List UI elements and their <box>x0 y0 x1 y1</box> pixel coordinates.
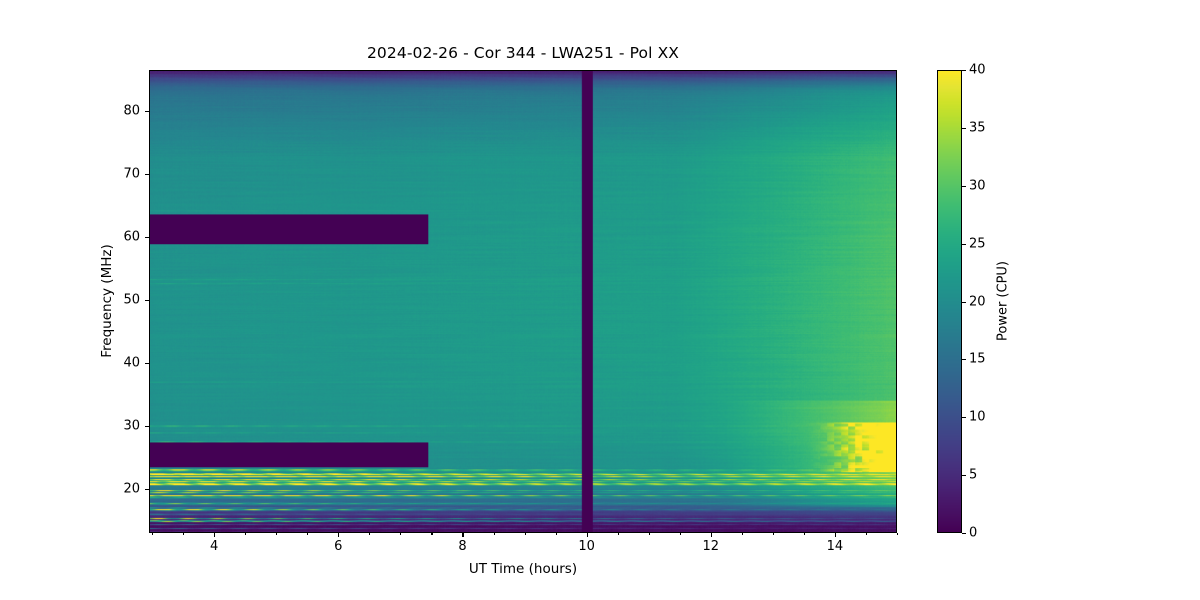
spectrogram-axes[interactable] <box>149 70 897 533</box>
y-tick-mark <box>145 299 149 302</box>
y-axis-label: Frequency (MHz) <box>99 244 115 358</box>
y-tick-mark <box>145 425 149 427</box>
x-tick-mark <box>710 533 712 537</box>
y-tick-label: 50 <box>123 292 140 308</box>
colorbar-tick-mark <box>962 533 966 535</box>
x-minor-tick-mark <box>803 533 805 536</box>
x-minor-tick-mark <box>555 533 557 536</box>
x-tick-label: 12 <box>702 539 720 554</box>
x-minor-tick-mark <box>648 533 650 536</box>
colorbar-tick-mark <box>962 417 966 419</box>
y-tick-mark <box>145 236 149 239</box>
colorbar-tick-mark <box>962 70 966 72</box>
x-minor-tick-mark <box>524 533 526 536</box>
x-minor-tick-mark <box>245 533 247 536</box>
x-minor-tick-mark <box>431 533 433 536</box>
colorbar-tick-label: 0 <box>969 525 978 541</box>
colorbar-tick-mark <box>962 243 966 245</box>
x-minor-tick-mark <box>772 533 774 536</box>
x-tick-label: 8 <box>458 539 467 554</box>
x-tick-mark <box>462 533 464 537</box>
x-minor-tick-mark <box>152 533 154 536</box>
y-tick-mark <box>145 362 149 364</box>
colorbar-tick-label: 25 <box>969 236 986 252</box>
colorbar-tick-mark <box>962 127 966 129</box>
x-minor-tick-mark <box>369 533 371 536</box>
colorbar-tick-label: 20 <box>969 294 986 309</box>
y-tick-label: 40 <box>123 355 140 371</box>
colorbar-tick-label: 15 <box>969 351 986 367</box>
y-tick-mark <box>145 173 149 176</box>
x-tick-label: 14 <box>826 539 844 554</box>
x-tick-label: 10 <box>578 539 595 554</box>
x-tick-label: 6 <box>334 539 343 554</box>
y-tick-label: 60 <box>123 229 140 245</box>
x-minor-tick-mark <box>276 533 278 536</box>
x-tick-mark <box>586 533 588 537</box>
spectrogram-heatmap <box>150 71 896 532</box>
colorbar-tick-mark <box>962 301 966 303</box>
y-tick-mark <box>145 110 149 113</box>
y-tick-label: 80 <box>123 103 140 119</box>
colorbar-tick-label: 30 <box>969 178 986 194</box>
y-tick-label: 20 <box>123 481 140 497</box>
colorbar-tick-mark <box>962 185 966 187</box>
colorbar-tick-mark <box>962 475 966 477</box>
x-minor-tick-mark <box>741 533 743 536</box>
colorbar[interactable] <box>937 70 962 533</box>
colorbar-tick-label: 35 <box>969 120 986 136</box>
x-tick-label: 4 <box>210 539 219 554</box>
y-tick-label: 70 <box>123 166 140 182</box>
colorbar-tick-mark <box>962 359 966 361</box>
x-minor-tick-mark <box>617 533 619 536</box>
colorbar-tick-label: 5 <box>969 467 978 483</box>
x-minor-tick-mark <box>897 533 899 536</box>
colorbar-tick-label: 40 <box>969 62 986 78</box>
x-minor-tick-mark <box>183 533 185 536</box>
colorbar-gradient <box>938 71 961 532</box>
x-minor-tick-mark <box>493 533 495 536</box>
x-minor-tick-mark <box>865 533 868 536</box>
y-tick-mark <box>145 488 149 490</box>
x-minor-tick-mark <box>307 533 309 536</box>
colorbar-label: Power (CPU) <box>995 260 1011 342</box>
x-minor-tick-mark <box>400 533 402 536</box>
colorbar-tick-label: 10 <box>969 409 986 425</box>
page-title: 2024-02-26 - Cor 344 - LWA251 - Pol XX <box>366 44 680 62</box>
y-tick-label: 30 <box>123 418 140 434</box>
x-tick-mark <box>834 533 837 537</box>
x-minor-tick-mark <box>679 533 681 536</box>
x-axis-label: UT Time (hours) <box>468 561 578 577</box>
x-tick-mark <box>338 533 340 537</box>
x-tick-mark <box>214 533 216 537</box>
